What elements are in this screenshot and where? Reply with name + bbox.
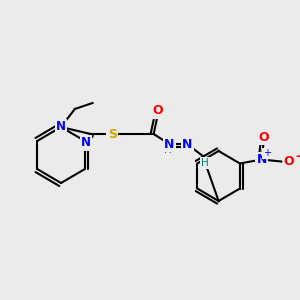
Text: +: + xyxy=(263,148,272,158)
Text: H: H xyxy=(201,158,209,168)
Text: N: N xyxy=(56,121,66,134)
Text: -: - xyxy=(296,150,300,163)
Text: N: N xyxy=(182,137,192,151)
Text: H: H xyxy=(164,145,171,155)
Text: O: O xyxy=(152,104,163,118)
Text: O: O xyxy=(258,131,269,144)
Text: N: N xyxy=(164,137,175,151)
Text: O: O xyxy=(284,155,294,168)
Text: S: S xyxy=(108,128,117,140)
Text: N: N xyxy=(256,153,267,166)
Text: N: N xyxy=(81,136,91,149)
